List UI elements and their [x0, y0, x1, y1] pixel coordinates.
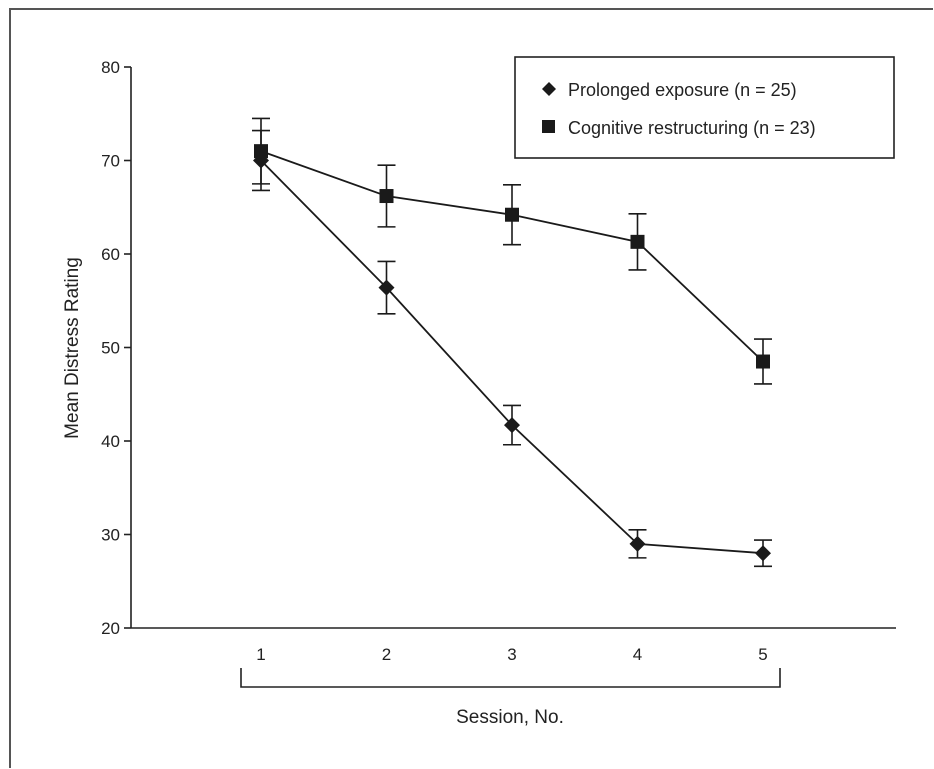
- x-tick-label-4: 4: [633, 645, 642, 664]
- legend-label-cognitive-restructuring: Cognitive restructuring (n = 23): [568, 118, 816, 138]
- data-point: [629, 535, 646, 552]
- y-ticks: 20 30 40 50 60 70 80: [101, 58, 131, 638]
- x-tick-label-3: 3: [507, 645, 516, 664]
- legend-label-prolonged-exposure: Prolonged exposure (n = 25): [568, 80, 797, 100]
- x-tick-label-1: 1: [256, 645, 265, 664]
- series: [252, 117, 772, 568]
- data-point: [630, 234, 645, 249]
- x-tick-label-5: 5: [758, 645, 767, 664]
- legend: Prolonged exposure (n = 25) Cognitive re…: [514, 56, 895, 159]
- series-cognitive-restructuring: [252, 117, 772, 385]
- x-ticks: 1 2 3 4 5: [256, 645, 767, 664]
- x-tick-label-2: 2: [382, 645, 391, 664]
- series-line: [260, 150, 764, 363]
- data-point: [254, 144, 268, 159]
- y-tick-label-80: 80: [101, 58, 120, 77]
- y-tick-label-70: 70: [101, 152, 120, 171]
- x-axis-title: Session, No.: [456, 707, 564, 728]
- data-point: [505, 207, 519, 222]
- y-axis-title: Mean Distress Rating: [62, 257, 83, 439]
- y-tick-label-30: 30: [101, 526, 120, 545]
- data-point: [756, 354, 770, 369]
- y-tick-label-50: 50: [101, 339, 120, 358]
- session-bracket: [240, 668, 781, 688]
- y-tick-label-20: 20: [101, 619, 120, 638]
- y-tick-label-60: 60: [101, 245, 120, 264]
- y-tick-label-40: 40: [101, 432, 120, 451]
- data-point: [379, 189, 394, 204]
- data-point: [504, 417, 520, 434]
- legend-square-icon: [542, 120, 555, 133]
- legend-diamond-icon: [542, 82, 556, 96]
- data-point: [378, 279, 395, 296]
- chart-frame: [9, 8, 933, 768]
- legend-box: [514, 56, 895, 159]
- data-point: [755, 545, 771, 562]
- axes: [130, 67, 896, 688]
